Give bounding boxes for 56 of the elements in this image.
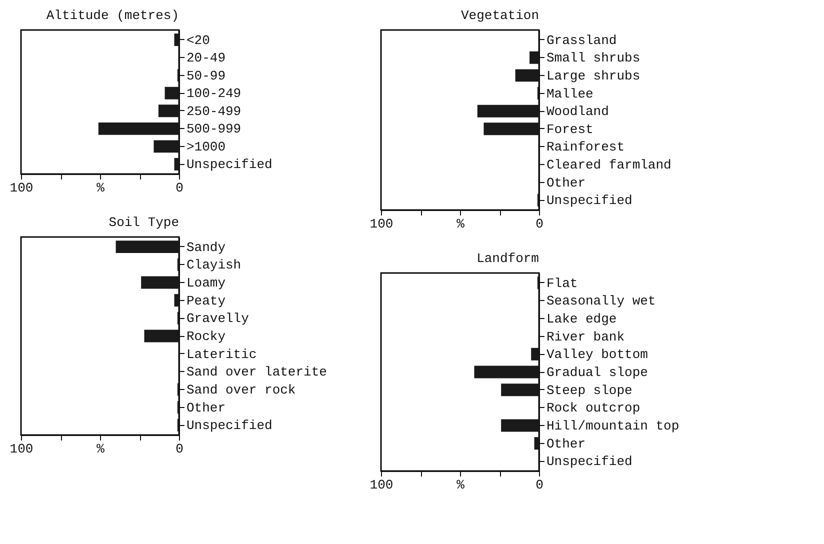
y-tick-label: Rainforest <box>546 140 625 155</box>
x-tick-label: 0 <box>176 180 184 196</box>
x-tick-label: % <box>456 216 465 232</box>
y-tick-label: Gradual slope <box>546 365 648 380</box>
y-tick-label: Peaty <box>186 293 226 308</box>
x-tick-label: 0 <box>536 478 544 492</box>
y-tick-label: River bank <box>546 329 625 344</box>
y-tick-label: Rock outcrop <box>546 400 640 416</box>
chart-title: Vegetation <box>460 8 539 23</box>
y-tick-label: Loamy <box>186 275 226 290</box>
y-tick-label: Unspecified <box>186 157 272 172</box>
y-tick-label: Large shrubs <box>546 68 640 84</box>
y-tick-label: 50-99 <box>186 68 226 84</box>
chart-title: Landform <box>476 251 540 266</box>
y-tick-label: Seasonally wet <box>546 294 656 309</box>
y-tick-label: Lateritic <box>186 346 257 362</box>
x-tick-label: % <box>456 478 465 492</box>
x-tick-label: % <box>96 442 105 456</box>
y-tick-label: Other <box>546 175 586 190</box>
y-tick-label: Flat <box>546 276 578 291</box>
x-tick-label: 100 <box>10 180 34 196</box>
y-tick-label: Clayish <box>186 258 242 273</box>
x-tick-label: 100 <box>370 216 394 232</box>
x-tick-label: 100 <box>370 478 394 492</box>
y-tick-label: 250-499 <box>186 104 242 119</box>
y-tick-label: 500-999 <box>186 122 242 137</box>
y-tick-label: Steep slope <box>546 382 632 398</box>
y-tick-label: Sand over laterite <box>186 364 327 380</box>
y-tick-label: Cleared farmland <box>546 158 672 173</box>
y-tick-label: Other <box>186 400 226 416</box>
y-tick-label: Grassland <box>546 32 617 48</box>
y-tick-label: Sandy <box>186 240 226 255</box>
y-tick-label: Mallee <box>546 86 594 102</box>
y-tick-label: Lake edge <box>546 311 617 326</box>
y-tick-label: Forest <box>546 122 594 137</box>
x-tick-label: 100 <box>10 442 34 456</box>
x-tick-label: 0 <box>536 216 544 232</box>
chart-title: Soil Type <box>108 215 179 230</box>
y-tick-label: Valley bottom <box>546 347 648 362</box>
chart-title: Altitude (metres) <box>46 8 179 23</box>
y-tick-label: Rocky <box>186 329 226 344</box>
y-tick-label: <20 <box>186 32 210 48</box>
y-tick-label: Woodland <box>546 104 609 120</box>
y-tick-label: Small shrubs <box>546 50 640 66</box>
x-tick-label: 0 <box>176 442 184 456</box>
y-tick-label: Unspecified <box>546 454 632 470</box>
y-tick-label: Sand over rock <box>186 382 296 398</box>
y-tick-label: Unspecified <box>186 418 272 434</box>
y-tick-label: Hill/mountain top <box>546 418 680 434</box>
y-tick-label: Gravelly <box>186 311 250 326</box>
y-tick-label: >1000 <box>186 139 226 154</box>
y-tick-label: Other <box>546 436 586 452</box>
y-tick-label: 100-249 <box>186 86 242 102</box>
x-tick-label: % <box>96 180 105 196</box>
y-tick-label: Unspecified <box>546 193 632 208</box>
y-tick-label: 20-49 <box>186 50 226 66</box>
